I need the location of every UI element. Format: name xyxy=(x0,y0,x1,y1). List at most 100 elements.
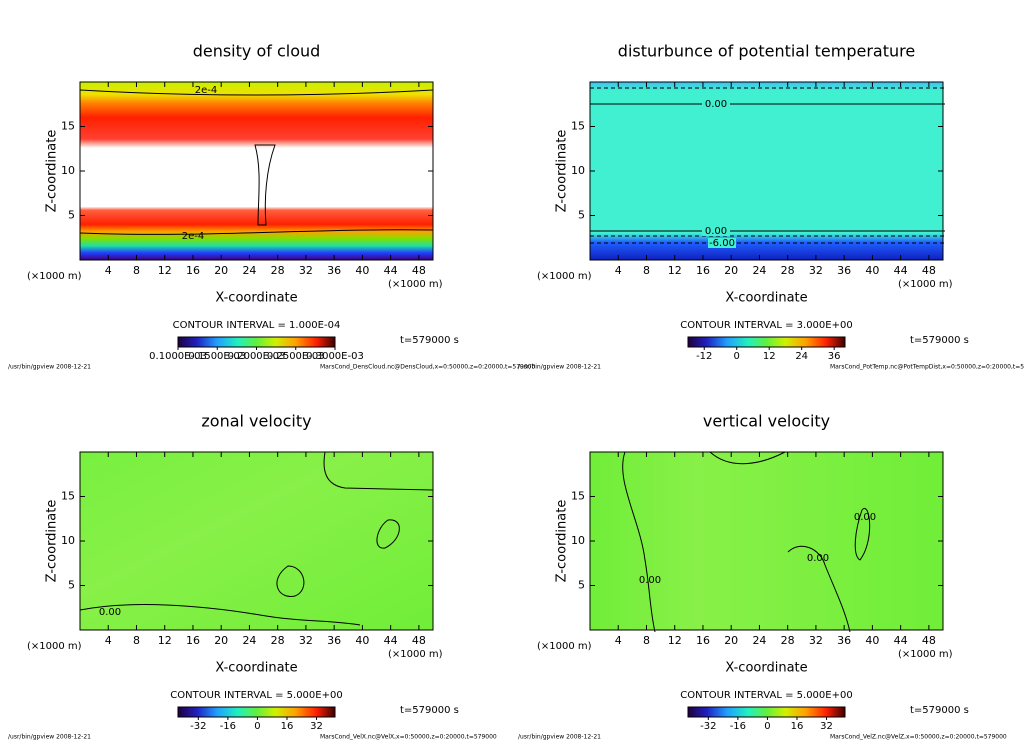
x-tick-label: 28 xyxy=(781,634,795,647)
contour-line xyxy=(376,519,400,549)
time-label: t=579000 s xyxy=(400,335,459,346)
colorbar-tick-label: 24 xyxy=(795,351,808,362)
unit-label: (×1000 m) xyxy=(388,279,443,290)
x-tick-label: 8 xyxy=(643,264,650,277)
x-tick-label: 48 xyxy=(922,634,936,647)
x-tick-label: 20 xyxy=(724,634,738,647)
y-tick-label: 10 xyxy=(571,534,585,547)
contour-label: 0.00 xyxy=(854,512,876,523)
time-label: t=579000 s xyxy=(400,705,459,716)
contour-line xyxy=(622,451,656,633)
x-axis-label: X-coordinate xyxy=(215,661,297,676)
x-tick-label: 32 xyxy=(299,634,313,647)
colorbar-tick-label: 0 xyxy=(734,351,740,362)
x-tick-label: 36 xyxy=(837,634,851,647)
unit-label: (×1000 m) xyxy=(898,649,953,660)
y-tick-label: 5 xyxy=(578,579,585,592)
panel-title: zonal velocity xyxy=(201,412,311,431)
contour-interval: CONTOUR INTERVAL = 5.000E+00 xyxy=(680,690,852,701)
x-tick-label: 4 xyxy=(615,634,622,647)
panel-title: vertical velocity xyxy=(703,412,830,431)
y-axis-label: Z-coordinate xyxy=(555,500,570,583)
x-tick-label: 16 xyxy=(696,634,710,647)
colorbar-tick-label: 0.2000E-03 xyxy=(228,351,286,362)
contour-label: 2e-4 xyxy=(182,231,205,242)
x-axis-label: X-coordinate xyxy=(725,661,807,676)
time-label: t=579000 s xyxy=(910,335,969,346)
x-tick-label: 12 xyxy=(158,264,172,277)
x-tick-label: 40 xyxy=(355,264,369,277)
y-tick-label: 15 xyxy=(61,490,75,503)
x-tick-label: 48 xyxy=(412,264,426,277)
x-tick-label: 32 xyxy=(809,264,823,277)
unit-label: (×1000 m) xyxy=(27,271,82,282)
y-tick-label: 15 xyxy=(61,120,75,133)
contour-line xyxy=(79,229,434,235)
colorbar-tick-label: 12 xyxy=(763,351,776,362)
colorbar-tick-label: 16 xyxy=(281,721,294,732)
contour-label: 0.00 xyxy=(807,553,829,564)
y-tick-label: 5 xyxy=(68,579,75,592)
colorbar-tick-label: -12 xyxy=(696,351,712,362)
colorbar-tick-label: -32 xyxy=(700,721,716,732)
x-tick-label: 8 xyxy=(643,634,650,647)
contour-label-bg xyxy=(702,226,730,236)
x-tick-label: 36 xyxy=(327,634,341,647)
colorbar-tick-label: 16 xyxy=(791,721,804,732)
colorbar-tick-label: 36 xyxy=(828,351,841,362)
unit-label: (×1000 m) xyxy=(388,649,443,660)
x-tick-label: 4 xyxy=(615,264,622,277)
colorbar-tick-label: 32 xyxy=(820,721,833,732)
contour-label: 2e-4 xyxy=(195,85,218,96)
x-tick-label: 16 xyxy=(186,264,200,277)
contour-line xyxy=(323,451,434,491)
x-tick-label: 40 xyxy=(355,634,369,647)
footer: MarsCond_PotTemp.nc@PotTempDist,x=0:5000… xyxy=(830,364,1024,371)
y-tick-label: 5 xyxy=(578,209,585,222)
colorbar-tick-label: 32 xyxy=(310,721,323,732)
x-tick-label: 28 xyxy=(781,264,795,277)
x-tick-label: 48 xyxy=(922,264,936,277)
footer: /usr/bin/gpview 2008-12-21 xyxy=(518,364,601,371)
x-tick-label: 16 xyxy=(186,634,200,647)
x-tick-label: 8 xyxy=(133,634,140,647)
footer: /usr/bin/gpview 2008-12-21 xyxy=(8,734,91,740)
footer: /usr/bin/gpview 2008-12-21 xyxy=(8,364,91,371)
x-tick-label: 8 xyxy=(133,264,140,277)
x-axis-label: X-coordinate xyxy=(215,291,297,306)
colorbar-tick-label: 0.1000E-03 xyxy=(149,351,207,362)
colorbar-tick-label: 0.3000E-03 xyxy=(306,351,364,362)
colorbar xyxy=(177,706,336,718)
contour-line xyxy=(787,545,851,633)
y-axis-label: Z-coordinate xyxy=(45,500,60,583)
y-axis-label: Z-coordinate xyxy=(555,130,570,213)
contour-label-bg xyxy=(708,238,736,248)
colorbar-tick-label: -16 xyxy=(730,721,746,732)
x-tick-label: 40 xyxy=(865,264,879,277)
contour-line xyxy=(709,451,786,465)
x-tick-label: 44 xyxy=(894,634,908,647)
footer: MarsCond_VelX.nc@VelX,x=0:50000,z=0:2000… xyxy=(320,734,497,740)
x-tick-label: 20 xyxy=(214,264,228,277)
footer: /usr/bin/gpview 2008-12-21 xyxy=(518,734,601,740)
unit-label: (×1000 m) xyxy=(27,641,82,652)
contour-line xyxy=(79,89,434,96)
x-axis-label: X-coordinate xyxy=(725,291,807,306)
unit-label: (×1000 m) xyxy=(898,279,953,290)
y-axis-label: Z-coordinate xyxy=(45,130,60,213)
contour-label: 0.00 xyxy=(99,607,121,618)
colorbar-tick-label: 0.1500E-03 xyxy=(188,351,246,362)
x-tick-label: 4 xyxy=(105,634,112,647)
x-tick-label: 48 xyxy=(412,634,426,647)
contour-interval: CONTOUR INTERVAL = 1.000E-04 xyxy=(173,320,341,331)
x-tick-label: 24 xyxy=(752,264,766,277)
x-tick-label: 32 xyxy=(809,634,823,647)
contour-line xyxy=(854,507,871,561)
contour-line xyxy=(79,604,361,626)
field xyxy=(590,82,943,260)
y-tick-label: 15 xyxy=(571,120,585,133)
y-tick-label: 5 xyxy=(68,209,75,222)
y-tick-label: 15 xyxy=(571,490,585,503)
colorbar-tick-label: -16 xyxy=(220,721,236,732)
x-tick-label: 32 xyxy=(299,264,313,277)
